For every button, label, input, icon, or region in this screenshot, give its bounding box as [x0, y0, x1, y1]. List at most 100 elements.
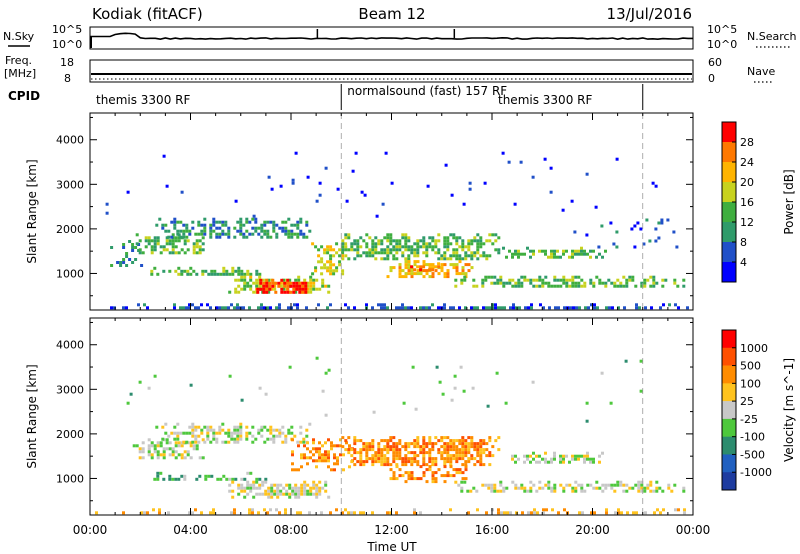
heatmap-cell [529, 454, 532, 458]
heatmap-cell [407, 471, 411, 475]
heatmap-cell [227, 440, 231, 444]
heatmap-cell [431, 272, 435, 276]
heatmap-cell [165, 441, 169, 445]
heatmap-cell [380, 454, 384, 458]
heatmap-cell [550, 252, 553, 256]
heatmap-cell [209, 428, 213, 432]
heatmap-cell [437, 272, 441, 276]
heatmap-cell [585, 233, 589, 237]
heatmap-cell [404, 306, 407, 310]
heatmap-cell [318, 287, 322, 291]
heatmap-cell [177, 239, 181, 243]
heatmap-cell [249, 278, 253, 282]
heatmap-cell [321, 456, 324, 460]
heatmap-cell [500, 511, 503, 515]
heatmap-cell [476, 239, 480, 243]
heatmap-cell [632, 511, 635, 515]
heatmap-cell [502, 486, 506, 490]
heatmap-cell [643, 486, 647, 490]
heatmap-cell [191, 428, 195, 432]
heatmap-cell [455, 266, 459, 270]
heatmap-cell [239, 422, 243, 426]
heatmap-cell [479, 239, 483, 243]
heatmap-cell [476, 245, 480, 249]
heatmap-cell [191, 431, 195, 435]
heatmap-cell [452, 251, 456, 255]
heatmap-cell [284, 232, 288, 236]
heatmap-cell [228, 489, 232, 493]
heatmap-cell [650, 306, 653, 310]
heatmap-cell [648, 239, 652, 243]
heatmap-cell [222, 272, 226, 276]
heatmap-cell [401, 303, 404, 307]
heatmap-cell [422, 445, 426, 449]
heatmap-cell [270, 483, 274, 487]
heatmap-cell [161, 223, 165, 227]
heatmap-cell [290, 235, 294, 239]
heatmap-cell [302, 235, 306, 239]
heatmap-cell [218, 220, 222, 224]
colorbar-swatch [722, 330, 736, 349]
heatmap-cell [526, 246, 529, 250]
heatmap-cell [503, 511, 506, 515]
heatmap-cell [407, 306, 410, 310]
heatmap-cell [327, 438, 330, 442]
heatmap-cell [607, 278, 611, 282]
heatmap-cell [292, 281, 296, 285]
heatmap-cell [437, 265, 441, 269]
heatmap-cell [497, 306, 500, 310]
heatmap-cell [398, 245, 402, 249]
heatmap-cell [422, 442, 426, 446]
heatmap-cell [532, 451, 535, 455]
heatmap-cell [446, 474, 450, 478]
heatmap-cell [616, 284, 620, 288]
heatmap-cell [227, 434, 231, 438]
heatmap-cell [392, 239, 396, 243]
heatmap-cell [569, 306, 572, 310]
heatmap-cell [299, 229, 303, 233]
heatmap-cell [655, 480, 659, 484]
heatmap-cell [437, 306, 440, 310]
heatmap-cell [458, 471, 462, 475]
heatmap-cell [512, 306, 515, 310]
heatmap-cell [326, 245, 330, 249]
heatmap-cell [318, 492, 322, 496]
heatmap-cell [125, 255, 129, 258]
heatmap-cell [137, 303, 140, 307]
heatmap-cell [488, 436, 492, 440]
heatmap-cell [422, 457, 426, 461]
heatmap-cell [182, 440, 186, 444]
heatmap-cell [298, 287, 302, 291]
heatmap-cell [532, 457, 535, 461]
heatmap-cell [119, 261, 123, 264]
heatmap-cell [294, 151, 298, 155]
heatmap-cell [508, 278, 512, 282]
heatmap-cell [368, 254, 372, 258]
heatmap-cell [289, 290, 293, 294]
colorbar-tick-label: -25 [740, 413, 758, 426]
heatmap-cell [321, 453, 324, 457]
heatmap-cell [646, 486, 650, 490]
heatmap-cell [296, 440, 300, 444]
heatmap-cell [174, 239, 178, 243]
heatmap-cell [422, 239, 426, 243]
heatmap-cell [473, 463, 477, 467]
heatmap-cell [499, 275, 503, 279]
heatmap-cell [271, 284, 275, 288]
freq-top-label: 18 [60, 56, 74, 69]
heatmap-cell [263, 223, 267, 227]
heatmap-cell [556, 249, 559, 253]
heatmap-cell [585, 401, 589, 405]
heatmap-cell [667, 486, 671, 490]
heatmap-cell [597, 245, 601, 249]
heatmap-cell [210, 474, 214, 478]
heatmap-cell [183, 474, 187, 478]
heatmap-cell [446, 236, 450, 240]
heatmap-cell [362, 251, 366, 255]
heatmap-cell [318, 181, 322, 185]
heatmap-cell [386, 448, 390, 452]
heatmap-cell [428, 465, 432, 469]
heatmap-cell [631, 278, 635, 282]
heatmap-cell [308, 229, 312, 233]
heatmap-cell [267, 175, 271, 179]
